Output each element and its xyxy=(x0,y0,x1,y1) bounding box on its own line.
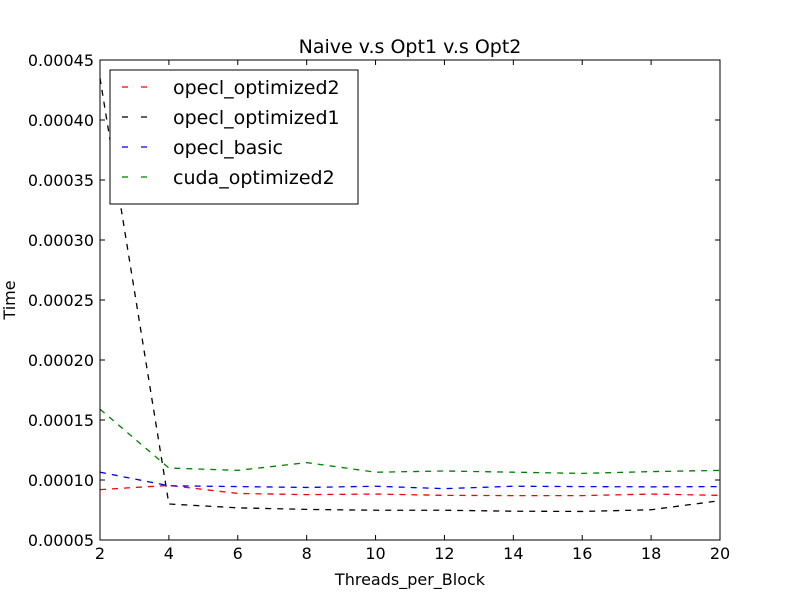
y-tick-label: 0.00005 xyxy=(28,531,94,550)
legend-label-opecl_optimized2: opecl_optimized2 xyxy=(173,77,340,99)
legend-label-opecl_optimized1: opecl_optimized1 xyxy=(173,107,340,129)
chart-title: Naive v.s Opt1 v.s Opt2 xyxy=(299,36,522,58)
y-tick-label: 0.00010 xyxy=(28,471,94,490)
series-line-opecl_basic xyxy=(100,471,720,490)
y-tick-label: 0.00015 xyxy=(28,411,94,430)
x-tick-label: 18 xyxy=(641,544,661,563)
x-tick-label: 14 xyxy=(503,544,523,563)
ticks-layer: 2 4 6 8 10 12 14 16 18 20 0.00005 0.00010 0.00015 0.0… xyxy=(28,51,730,563)
y-tick-label: 0.00025 xyxy=(28,291,94,310)
series-line-opecl_optimized2 xyxy=(100,484,720,497)
x-tick-label: 2 xyxy=(95,544,105,563)
y-tick-label: 0.00040 xyxy=(28,111,94,130)
y-tick-label: 0.00045 xyxy=(28,51,94,70)
x-tick-label: 8 xyxy=(302,544,312,563)
series-layer xyxy=(100,77,720,513)
legend-label-cuda_optimized2: cuda_optimized2 xyxy=(173,167,335,189)
legend: opecl_optimized2 opecl_optimized1 opecl_ba… xyxy=(109,69,359,205)
legend-label-opecl_basic: opecl_basic xyxy=(173,137,283,159)
x-tick-label: 10 xyxy=(365,544,385,563)
x-tick-label: 4 xyxy=(164,544,174,563)
series-line-opecl_optimized1 xyxy=(100,77,720,513)
y-axis-label: Time xyxy=(0,280,19,320)
x-axis-label: Threads_per_Block xyxy=(334,570,486,590)
x-tick-label: 20 xyxy=(710,544,730,563)
y-tick-label: 0.00035 xyxy=(28,171,94,190)
legend-box xyxy=(109,69,359,205)
y-tick-label: 0.00020 xyxy=(28,351,94,370)
x-tick-label: 16 xyxy=(572,544,592,563)
x-tick-label: 12 xyxy=(434,544,454,563)
y-tick-label: 0.00030 xyxy=(28,231,94,250)
series-line-cuda_optimized2 xyxy=(100,408,720,475)
x-tick-label: 6 xyxy=(233,544,243,563)
